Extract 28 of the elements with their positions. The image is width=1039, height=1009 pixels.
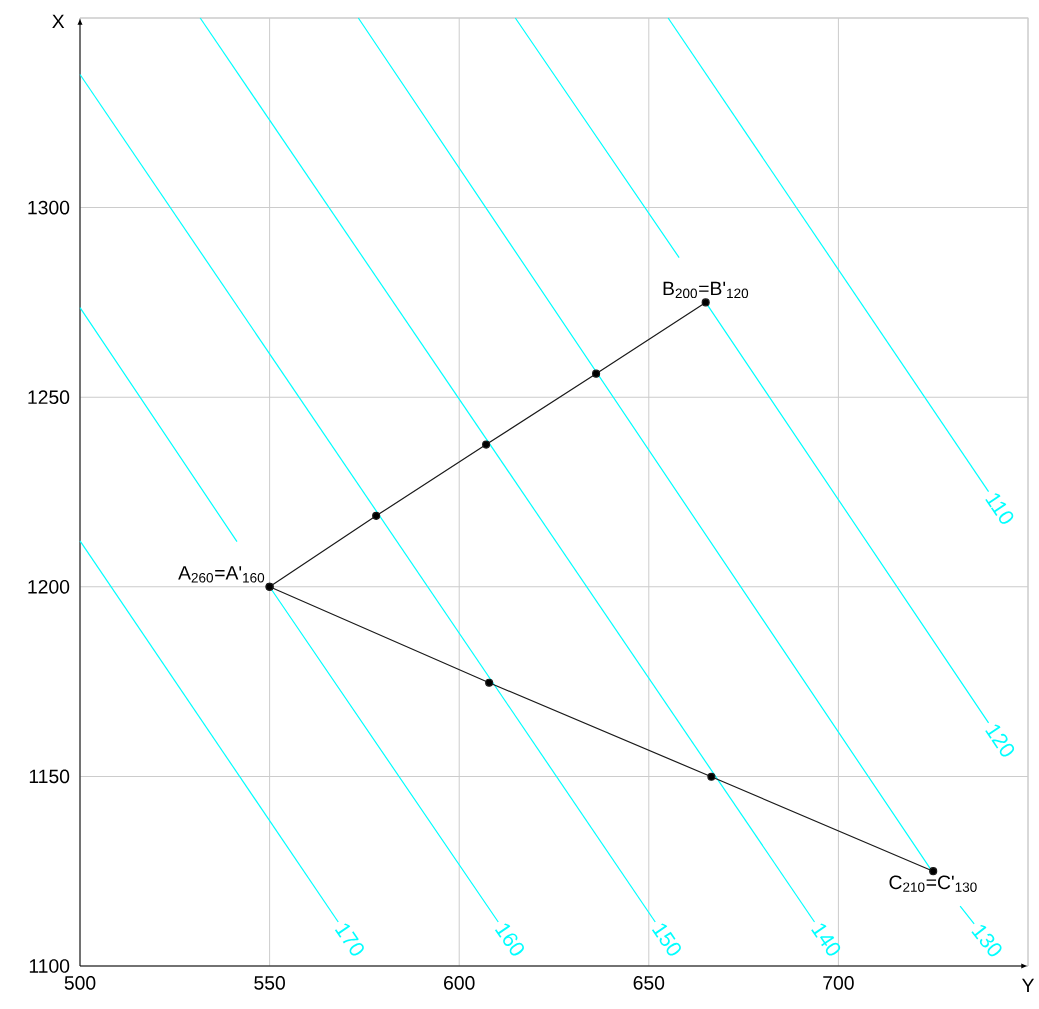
y-tick-label: 1300 — [28, 200, 70, 215]
text: 110 — [985, 493, 1014, 524]
annotation: C$_{210}$=C'$_{130}$ — [889, 875, 977, 892]
x-tick-label: 500 — [64, 976, 96, 990]
text: 120 — [985, 724, 1015, 757]
y-tick-label: 1150 — [29, 769, 70, 784]
annotation: A$_{260}$=A'$_{160}$ — [178, 566, 265, 583]
x-tick-label: 700 — [823, 976, 854, 990]
y-tick-label: 1250 — [28, 390, 70, 405]
point — [372, 511, 381, 520]
x-tick-label: 600 — [444, 976, 475, 990]
point — [707, 772, 716, 781]
point — [482, 440, 491, 449]
text: 130 — [971, 925, 1002, 957]
x-tick-label: 650 — [633, 976, 665, 990]
x-tick-label: 550 — [254, 976, 285, 990]
text: 140 — [811, 923, 841, 956]
y-axis-title: X — [52, 14, 65, 28]
y-tick-label: 1200 — [28, 579, 70, 594]
annotation: B$_{200}$=B'$_{120}$ — [663, 281, 749, 299]
point — [485, 678, 494, 687]
text: 160 — [494, 923, 524, 956]
point — [592, 369, 601, 378]
text: 150 — [651, 923, 681, 956]
y-tick-label: 1100 — [29, 959, 70, 973]
x-axis-title: Y — [1021, 978, 1035, 992]
text: 170 — [334, 923, 364, 956]
point — [701, 298, 710, 307]
